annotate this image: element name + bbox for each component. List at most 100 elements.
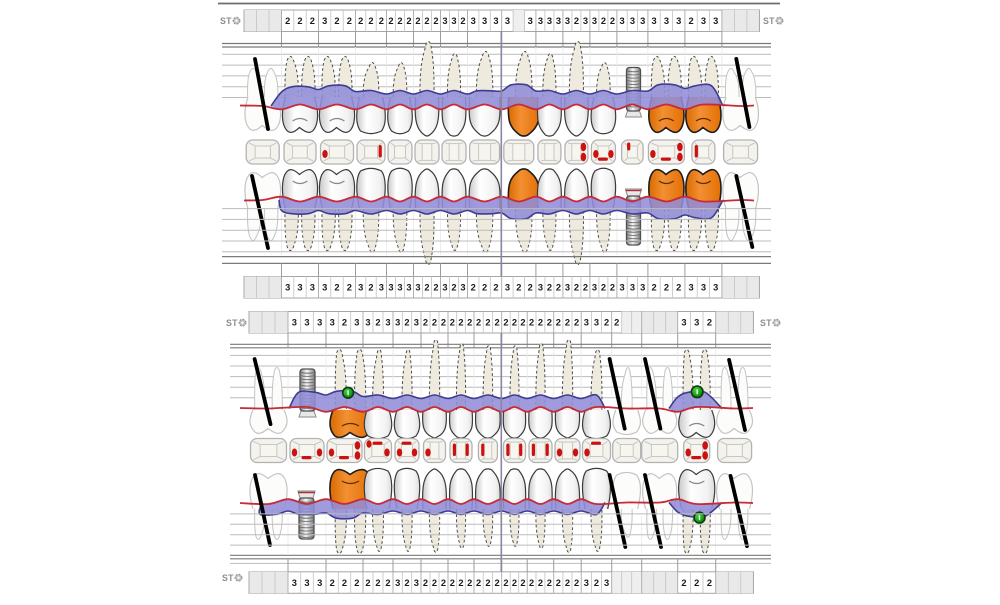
- svg-text:2: 2: [520, 317, 525, 327]
- svg-text:2: 2: [450, 317, 455, 327]
- svg-text:3: 3: [592, 282, 597, 292]
- svg-text:3: 3: [406, 282, 411, 292]
- svg-text:2: 2: [432, 317, 437, 327]
- svg-text:2: 2: [451, 282, 456, 292]
- svg-text:2: 2: [441, 317, 446, 327]
- svg-text:2: 2: [574, 282, 579, 292]
- svg-text:2: 2: [547, 317, 552, 327]
- svg-text:ST: ST: [226, 318, 238, 328]
- svg-text:3: 3: [652, 16, 657, 26]
- svg-text:3: 3: [310, 282, 315, 292]
- svg-text:3: 3: [630, 282, 635, 292]
- svg-text:3: 3: [694, 317, 699, 327]
- svg-text:2: 2: [368, 16, 373, 26]
- svg-text:2: 2: [610, 282, 615, 292]
- svg-text:3: 3: [395, 578, 400, 588]
- svg-text:2: 2: [358, 16, 363, 26]
- svg-text:2: 2: [482, 282, 487, 292]
- svg-text:2: 2: [285, 16, 290, 26]
- svg-text:2: 2: [330, 578, 335, 588]
- svg-text:3: 3: [505, 16, 510, 26]
- svg-text:2: 2: [538, 578, 543, 588]
- svg-text:2: 2: [432, 578, 437, 588]
- svg-text:2: 2: [503, 578, 508, 588]
- svg-text:3: 3: [630, 16, 635, 26]
- svg-text:3: 3: [471, 16, 476, 26]
- svg-text:3: 3: [322, 282, 327, 292]
- svg-text:2: 2: [485, 578, 490, 588]
- svg-text:2: 2: [471, 282, 476, 292]
- svg-text:2: 2: [547, 578, 552, 588]
- svg-text:3: 3: [565, 282, 570, 292]
- svg-text:3: 3: [528, 16, 533, 26]
- svg-text:2: 2: [503, 317, 508, 327]
- svg-text:3: 3: [395, 317, 400, 327]
- svg-text:3: 3: [594, 317, 599, 327]
- svg-text:2: 2: [379, 16, 384, 26]
- svg-text:2: 2: [583, 282, 588, 292]
- svg-text:3: 3: [556, 16, 561, 26]
- svg-text:3: 3: [322, 16, 327, 26]
- svg-text:2: 2: [354, 578, 359, 588]
- svg-text:3: 3: [547, 16, 552, 26]
- svg-text:3: 3: [482, 16, 487, 26]
- svg-text:2: 2: [415, 16, 420, 26]
- svg-text:2: 2: [423, 578, 428, 588]
- svg-text:3: 3: [640, 16, 645, 26]
- svg-text:3: 3: [365, 317, 370, 327]
- svg-text:2: 2: [520, 578, 525, 588]
- svg-text:2: 2: [664, 282, 669, 292]
- svg-text:3: 3: [304, 578, 309, 588]
- svg-text:2: 2: [388, 16, 393, 26]
- svg-text:ST: ST: [220, 16, 232, 26]
- svg-text:2: 2: [397, 16, 402, 26]
- svg-text:3: 3: [317, 317, 322, 327]
- svg-text:2: 2: [512, 578, 517, 588]
- svg-text:3: 3: [565, 16, 570, 26]
- svg-text:3: 3: [385, 317, 390, 327]
- svg-text:3: 3: [713, 282, 718, 292]
- svg-text:3: 3: [285, 282, 290, 292]
- svg-text:3: 3: [317, 578, 322, 588]
- svg-text:2: 2: [495, 578, 500, 588]
- svg-text:2: 2: [406, 16, 411, 26]
- svg-text:2: 2: [433, 16, 438, 26]
- svg-text:3: 3: [620, 16, 625, 26]
- svg-text:3: 3: [584, 317, 589, 327]
- svg-text:2: 2: [441, 578, 446, 588]
- svg-text:2: 2: [547, 282, 552, 292]
- svg-text:2: 2: [375, 578, 380, 588]
- svg-text:2: 2: [565, 317, 570, 327]
- svg-text:2: 2: [681, 578, 686, 588]
- svg-text:3: 3: [584, 578, 589, 588]
- svg-text:2: 2: [516, 282, 521, 292]
- svg-text:3: 3: [297, 282, 302, 292]
- svg-text:2: 2: [347, 282, 352, 292]
- svg-text:3: 3: [676, 16, 681, 26]
- svg-text:2: 2: [495, 317, 500, 327]
- svg-text:3: 3: [292, 578, 297, 588]
- svg-text:3: 3: [592, 16, 597, 26]
- svg-text:2: 2: [538, 317, 543, 327]
- svg-text:2: 2: [458, 317, 463, 327]
- svg-text:2: 2: [707, 317, 712, 327]
- svg-text:2: 2: [694, 578, 699, 588]
- svg-text:2: 2: [574, 317, 579, 327]
- svg-text:2: 2: [334, 16, 339, 26]
- svg-text:2: 2: [689, 16, 694, 26]
- svg-text:3: 3: [604, 578, 609, 588]
- svg-text:3: 3: [681, 317, 686, 327]
- svg-text:2: 2: [614, 317, 619, 327]
- svg-text:2: 2: [601, 282, 606, 292]
- svg-text:2: 2: [467, 578, 472, 588]
- svg-text:3: 3: [330, 317, 335, 327]
- svg-text:2: 2: [404, 317, 409, 327]
- svg-text:3: 3: [620, 282, 625, 292]
- svg-text:ST: ST: [222, 573, 234, 583]
- svg-text:3: 3: [414, 317, 419, 327]
- svg-text:2: 2: [485, 317, 490, 327]
- svg-text:2: 2: [556, 317, 561, 327]
- svg-text:2: 2: [529, 317, 534, 327]
- svg-text:3: 3: [388, 282, 393, 292]
- svg-text:ST: ST: [760, 318, 772, 328]
